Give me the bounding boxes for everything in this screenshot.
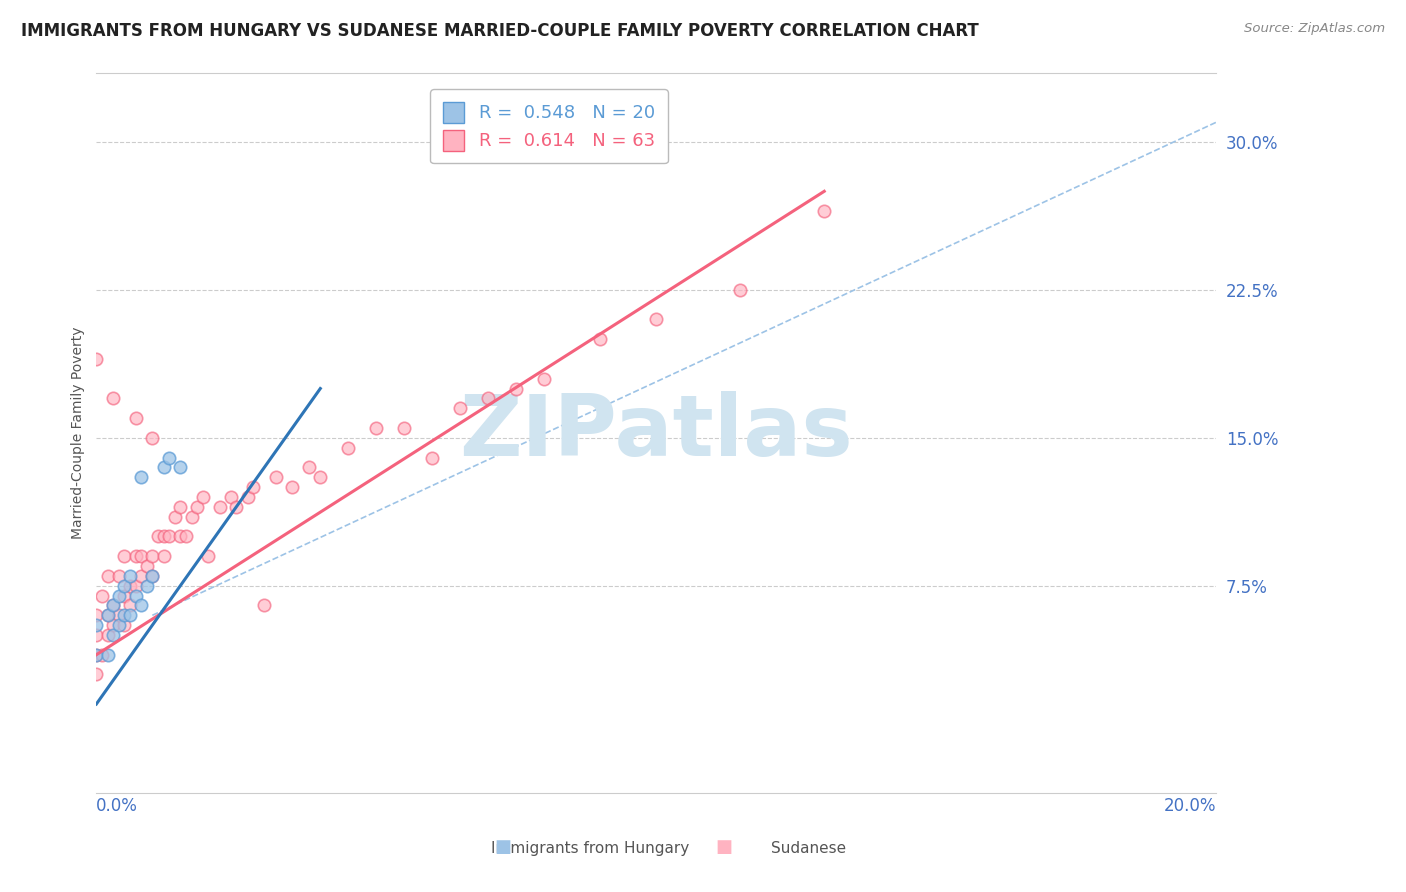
Text: Sudanese: Sudanese — [770, 841, 846, 856]
Point — [253, 599, 276, 613]
Point — [86, 648, 108, 662]
Point — [101, 392, 124, 406]
Point — [86, 667, 108, 681]
Point — [208, 500, 231, 514]
Point — [169, 460, 191, 475]
Text: 0.0%: 0.0% — [97, 797, 138, 814]
Text: Immigrants from Hungary: Immigrants from Hungary — [491, 841, 690, 856]
Point — [505, 382, 527, 396]
Point — [129, 569, 152, 583]
Point — [118, 608, 141, 623]
Point — [101, 599, 124, 613]
Point — [112, 579, 135, 593]
Point — [152, 529, 174, 543]
Point — [91, 589, 114, 603]
Point — [242, 480, 264, 494]
Point — [157, 450, 180, 465]
Point — [96, 608, 118, 623]
Point — [533, 372, 555, 386]
Point — [86, 648, 108, 662]
Point — [152, 549, 174, 563]
Text: ZIPatlas: ZIPatlas — [460, 392, 853, 475]
Point — [477, 392, 499, 406]
Point — [96, 608, 118, 623]
Point — [141, 569, 163, 583]
Point — [96, 648, 118, 662]
Point — [118, 569, 141, 583]
Point — [135, 579, 157, 593]
Point — [124, 411, 146, 425]
Legend: R =  0.548   N = 20, R =  0.614   N = 63: R = 0.548 N = 20, R = 0.614 N = 63 — [430, 89, 668, 163]
Point — [86, 608, 108, 623]
Point — [264, 470, 287, 484]
Point — [141, 549, 163, 563]
Point — [281, 480, 304, 494]
Point — [101, 599, 124, 613]
Point — [112, 608, 135, 623]
Point — [146, 529, 169, 543]
Point — [107, 608, 129, 623]
Point — [141, 431, 163, 445]
Point — [118, 599, 141, 613]
Point — [420, 450, 443, 465]
Point — [141, 569, 163, 583]
Point — [236, 490, 259, 504]
Point — [152, 460, 174, 475]
Point — [309, 470, 332, 484]
Point — [225, 500, 247, 514]
Text: Source: ZipAtlas.com: Source: ZipAtlas.com — [1244, 22, 1385, 36]
Point — [96, 628, 118, 642]
Point — [124, 549, 146, 563]
Point — [129, 470, 152, 484]
Point — [86, 618, 108, 632]
Point — [197, 549, 219, 563]
Point — [91, 648, 114, 662]
Point — [337, 441, 360, 455]
Point — [728, 283, 751, 297]
Point — [129, 549, 152, 563]
Point — [112, 589, 135, 603]
Point — [101, 618, 124, 632]
Point — [813, 204, 835, 219]
Y-axis label: Married-Couple Family Poverty: Married-Couple Family Poverty — [72, 326, 86, 539]
Point — [135, 559, 157, 574]
Point — [298, 460, 321, 475]
Point — [169, 529, 191, 543]
Point — [394, 421, 416, 435]
Point — [101, 628, 124, 642]
Point — [645, 312, 668, 326]
Point — [129, 599, 152, 613]
Point — [124, 579, 146, 593]
Point — [186, 500, 208, 514]
Point — [191, 490, 214, 504]
Text: IMMIGRANTS FROM HUNGARY VS SUDANESE MARRIED-COUPLE FAMILY POVERTY CORRELATION CH: IMMIGRANTS FROM HUNGARY VS SUDANESE MARR… — [21, 22, 979, 40]
Point — [86, 628, 108, 642]
Point — [180, 509, 202, 524]
Point — [107, 569, 129, 583]
Point — [219, 490, 242, 504]
Point — [112, 618, 135, 632]
Point — [107, 618, 129, 632]
Text: ■: ■ — [716, 838, 733, 856]
Point — [174, 529, 197, 543]
Text: 20.0%: 20.0% — [1164, 797, 1216, 814]
Point — [124, 589, 146, 603]
Point — [449, 401, 471, 416]
Point — [118, 579, 141, 593]
Point — [112, 549, 135, 563]
Point — [107, 589, 129, 603]
Point — [163, 509, 186, 524]
Point — [589, 332, 612, 346]
Point — [157, 529, 180, 543]
Point — [169, 500, 191, 514]
Point — [86, 351, 108, 366]
Text: ■: ■ — [495, 838, 512, 856]
Point — [96, 569, 118, 583]
Point — [366, 421, 388, 435]
